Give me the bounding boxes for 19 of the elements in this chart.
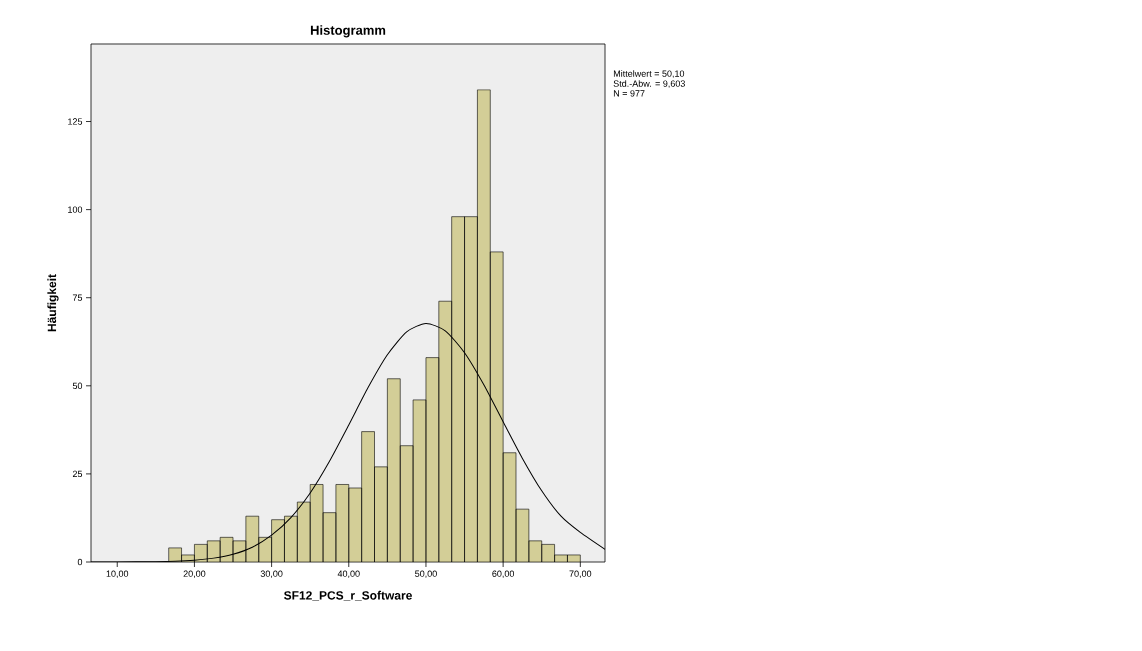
x-tick-label: 60,00: [492, 570, 515, 578]
chart-title: Histogramm: [310, 25, 386, 38]
text: Mittelwert = 50,10: [613, 70, 685, 78]
x-tick-label: 40,00: [337, 570, 360, 578]
x-tick-label: 10,00: [106, 570, 129, 578]
y-tick-label: 0: [77, 558, 83, 566]
x-tick-label: 20,00: [183, 570, 206, 578]
y-tick-label: 25: [72, 470, 83, 478]
text: Std.-Abw. = 9,603: [613, 80, 685, 88]
x-axis-title: SF12_PCS_r_Software: [283, 590, 412, 601]
y-axis-title: Häufigkeit: [47, 274, 59, 332]
x-tick-label: 30,00: [260, 570, 283, 578]
y-tick-label: 75: [72, 294, 83, 301]
y-tick-label: 50: [72, 382, 83, 389]
x-tick-label: 50,00: [415, 570, 437, 578]
y-tick-label: 100: [68, 206, 83, 213]
y-tick-label: 125: [68, 118, 83, 125]
x-tick-label: 70,00: [569, 570, 592, 578]
text: N = 977: [613, 90, 645, 97]
